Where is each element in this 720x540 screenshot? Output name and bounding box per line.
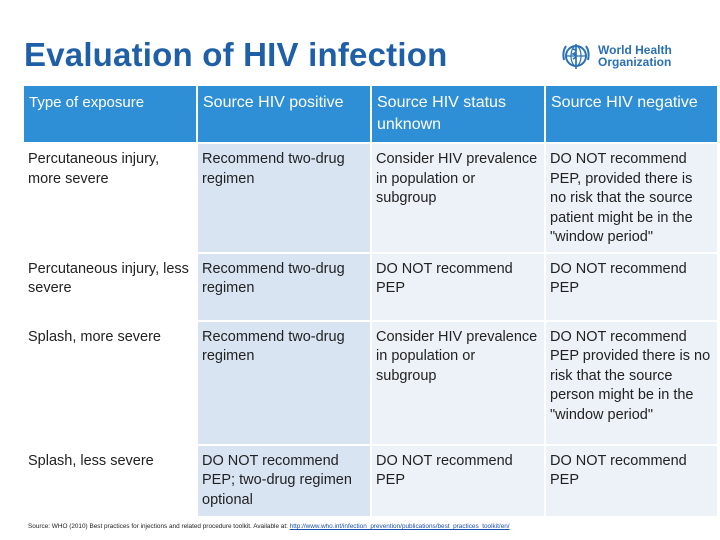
table-cell: Percutaneous injury, less severe (24, 251, 198, 321)
who-emblem-icon (560, 40, 592, 72)
table-row: Percutaneous injury, more severe Recomme… (24, 142, 719, 253)
header-source-positive: Source HIV positive (197, 86, 372, 143)
logo-line1: World Health (598, 43, 672, 57)
who-logo: World Health Organization (560, 40, 672, 72)
page-title: Evaluation of HIV infection (24, 36, 448, 73)
header-source-negative: Source HIV negative (545, 86, 719, 143)
source-link[interactable]: http://www.who.int/infection_prevention/… (289, 523, 510, 530)
hiv-evaluation-table: Type of exposure Source HIV positive Sou… (24, 86, 719, 516)
logo-line2: Organization (598, 55, 672, 69)
header-type-of-exposure: Type of exposure (24, 86, 198, 143)
table-cell: Consider HIV prevalence in population or… (371, 319, 546, 445)
table-row: Percutaneous injury, less severe Recomme… (24, 251, 719, 321)
table-row: Splash, less severe DO NOT recommend PEP… (24, 443, 719, 516)
table-cell: Consider HIV prevalence in population or… (371, 142, 546, 253)
table-cell: DO NOT recommend PEP (371, 251, 546, 321)
table-header-row: Type of exposure Source HIV positive Sou… (24, 86, 719, 143)
table-cell: Recommend two-drug regimen (197, 142, 372, 253)
table-cell: Splash, more severe (24, 319, 198, 445)
header-source-unknown: Source HIV status unknown (371, 86, 546, 143)
table-row: Splash, more severe Recommend two-drug r… (24, 319, 719, 445)
source-text: Source: WHO (2010) Best practices for in… (28, 523, 288, 530)
table-cell: Recommend two-drug regimen (197, 251, 372, 321)
table-cell: DO NOT recommend PEP (545, 443, 719, 516)
table-cell: DO NOT recommend PEP, provided there is … (545, 142, 719, 253)
table-cell: DO NOT recommend PEP (545, 251, 719, 321)
table-cell: DO NOT recommend PEP (371, 443, 546, 516)
table-cell: Recommend two-drug regimen (197, 319, 372, 445)
table-cell: Percutaneous injury, more severe (24, 142, 198, 253)
table-cell: Splash, less severe (24, 443, 198, 516)
table-cell: DO NOT recommend PEP provided there is n… (545, 319, 719, 445)
table-cell: DO NOT recommend PEP; two-drug regimen o… (197, 443, 372, 516)
source-citation: Source: WHO (2010) Best practices for in… (28, 523, 510, 530)
